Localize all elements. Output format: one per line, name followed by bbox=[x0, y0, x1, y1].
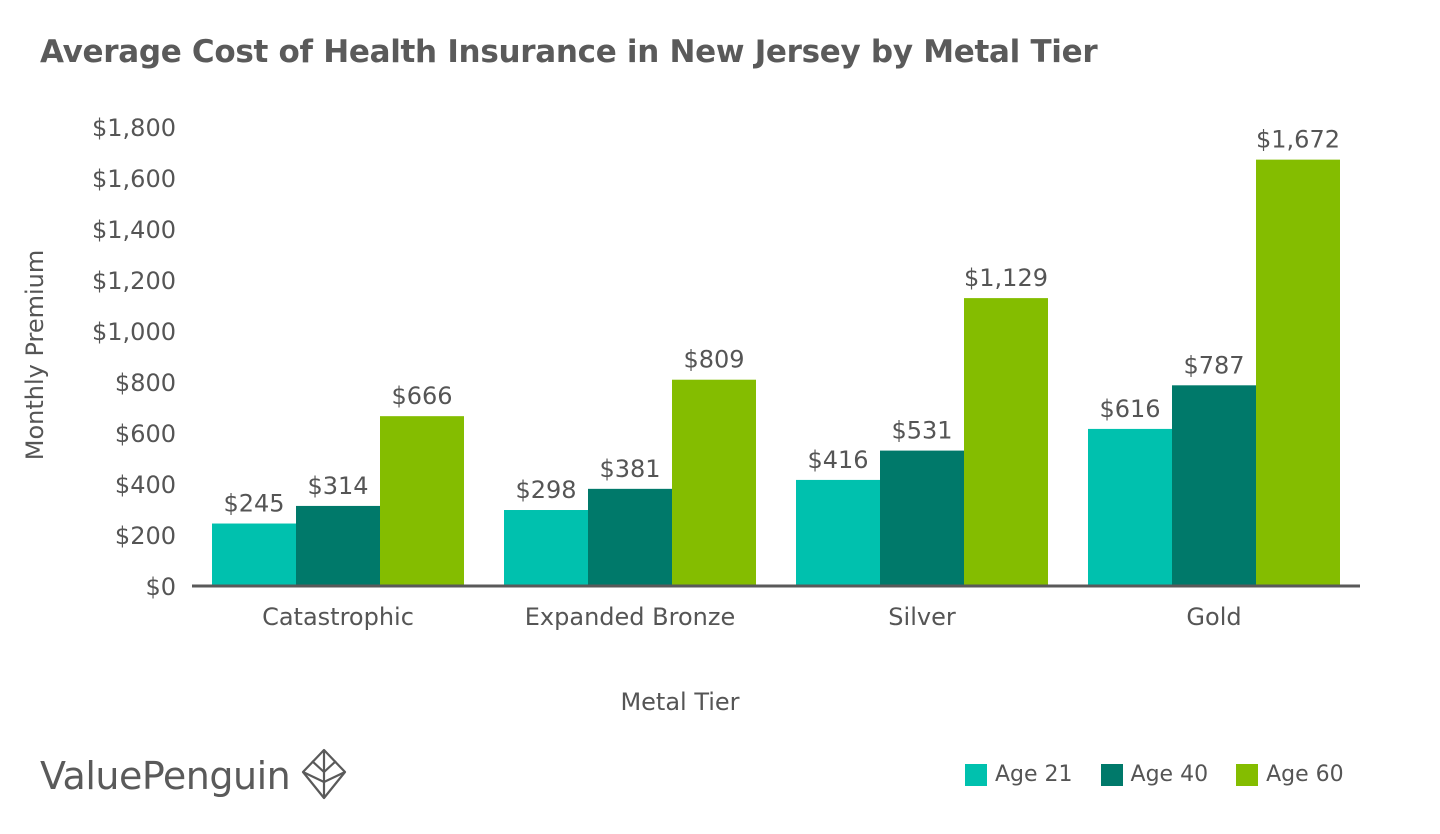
data-label: $666 bbox=[391, 382, 452, 410]
data-label: $809 bbox=[683, 346, 744, 374]
bar-age-60 bbox=[1256, 159, 1340, 586]
bar-age-60 bbox=[672, 379, 756, 586]
legend-label: Age 60 bbox=[1266, 762, 1344, 787]
valuepenguin-logo-icon bbox=[300, 748, 348, 804]
x-tick-label: Silver bbox=[888, 603, 956, 631]
data-label: $1,672 bbox=[1256, 126, 1340, 154]
data-labels: $245 $314 $666 $298 $381 $809 $416 $531 $1,129 $6… bbox=[223, 126, 1340, 518]
x-tick-label: Gold bbox=[1186, 603, 1241, 631]
legend-swatch bbox=[1236, 763, 1259, 786]
legend-label: Age 40 bbox=[1130, 762, 1209, 787]
bar-age-40 bbox=[588, 488, 672, 586]
chart-title: Average Cost of Health Insurance in New … bbox=[40, 34, 1098, 70]
bar-age-40 bbox=[296, 505, 380, 586]
bars bbox=[212, 159, 1340, 586]
bar-age-60 bbox=[380, 416, 464, 586]
data-label: $787 bbox=[1183, 351, 1244, 379]
data-label: $416 bbox=[807, 446, 868, 474]
y-tick-label: $400 bbox=[115, 471, 176, 499]
legend-swatch bbox=[1100, 763, 1123, 786]
data-label: $381 bbox=[599, 455, 660, 483]
y-tick-label: $1,600 bbox=[92, 165, 176, 193]
data-label: $616 bbox=[1099, 395, 1160, 423]
y-tick-label: $1,000 bbox=[92, 318, 176, 346]
bar-age-21 bbox=[1088, 428, 1172, 586]
bar-age-40 bbox=[880, 450, 964, 586]
y-tick-label: $600 bbox=[115, 420, 176, 448]
y-tick-label: $800 bbox=[115, 369, 176, 397]
legend-swatch bbox=[965, 763, 987, 786]
y-tick-label: $1,400 bbox=[92, 216, 176, 244]
y-tick-label: $0 bbox=[145, 573, 176, 601]
data-label: $1,129 bbox=[964, 264, 1048, 292]
data-label: $298 bbox=[515, 476, 576, 504]
logo-text: ValuePenguin bbox=[40, 754, 291, 798]
y-tick-label: $200 bbox=[115, 522, 176, 550]
valuepenguin-logo: ValuePenguin bbox=[40, 748, 348, 804]
data-label: $531 bbox=[891, 417, 952, 445]
bar-age-21 bbox=[504, 510, 588, 586]
bar-age-21 bbox=[796, 479, 880, 586]
legend-item: Age 40 bbox=[1100, 762, 1209, 787]
y-tick-label: $1,800 bbox=[92, 114, 176, 142]
data-label: $245 bbox=[223, 490, 284, 518]
y-tick-label: $1,200 bbox=[92, 267, 176, 295]
x-tick-label: Expanded Bronze bbox=[525, 603, 735, 631]
bar-age-60 bbox=[964, 298, 1048, 586]
x-axis-ticks: Catastrophic Expanded Bronze Silver Gold bbox=[262, 603, 1242, 631]
x-tick-label: Catastrophic bbox=[262, 603, 414, 631]
chart-legend: Age 21 Age 40 Age 60 bbox=[965, 762, 1372, 787]
legend-label: Age 21 bbox=[995, 762, 1073, 787]
y-axis-title: Monthly Premium bbox=[21, 250, 49, 461]
x-axis-title: Metal Tier bbox=[620, 688, 739, 716]
legend-item: Age 21 bbox=[965, 762, 1073, 787]
bar-age-40 bbox=[1172, 385, 1256, 586]
data-label: $314 bbox=[307, 472, 368, 500]
bar-age-21 bbox=[212, 523, 296, 586]
legend-item: Age 60 bbox=[1236, 762, 1344, 787]
y-axis-ticks: $0 $200 $400 $600 $800 $1,000 $1,200 $1,400 $1,6… bbox=[92, 114, 176, 601]
